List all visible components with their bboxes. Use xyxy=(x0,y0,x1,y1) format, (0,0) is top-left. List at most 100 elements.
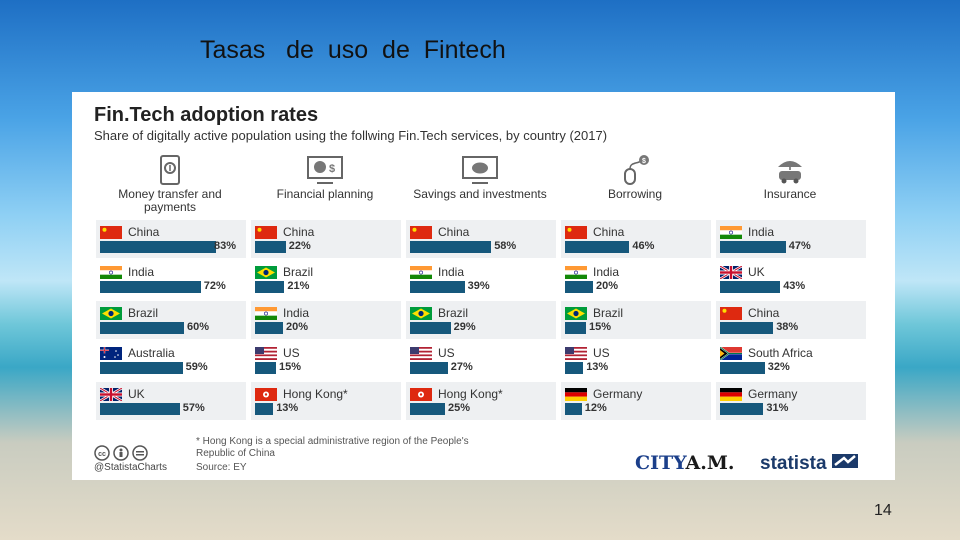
panel-label: Insurance xyxy=(763,187,817,201)
brazil-flag-icon xyxy=(100,306,122,320)
country-label: UK xyxy=(128,386,145,401)
country-label: China xyxy=(438,225,470,239)
country-label: Brazil xyxy=(128,305,159,320)
china-flag-icon xyxy=(410,226,432,239)
umbrella-car-icon xyxy=(778,161,802,184)
india-flag-icon xyxy=(565,266,587,280)
country-label: Germany xyxy=(593,386,643,401)
us-flag-icon xyxy=(255,347,277,361)
panel-header: $ Borrowing xyxy=(559,152,711,218)
value-label: 32% xyxy=(767,361,790,374)
value-label: 38% xyxy=(776,320,799,333)
bar xyxy=(255,321,283,334)
chart-row: China 46% xyxy=(561,220,711,258)
svg-text:cc: cc xyxy=(98,451,106,458)
china-flag-icon xyxy=(565,226,587,239)
us-flag-icon xyxy=(565,347,587,361)
statista-logo-icon xyxy=(831,454,858,468)
chart-subtitle: Share of digitally active population usi… xyxy=(94,128,608,143)
value-label: 29% xyxy=(453,320,476,333)
bar xyxy=(100,402,180,415)
value-label: 47% xyxy=(788,240,811,252)
uk-flag-icon xyxy=(720,266,742,280)
cityam-logo: CITYA.M. xyxy=(635,452,735,474)
value-label: 72% xyxy=(203,280,226,293)
hongkong-flag-icon xyxy=(255,387,277,401)
panel-money-transfer-and-payments: Money transfer and payments China 83% India… xyxy=(94,152,246,420)
chart-row: Brazil 29% xyxy=(406,300,556,339)
value-label: 13% xyxy=(276,401,299,414)
bar xyxy=(565,362,584,375)
chart-row: Australia 59% xyxy=(96,341,246,379)
bar xyxy=(565,241,630,253)
bar xyxy=(255,402,274,415)
hongkong-flag-icon xyxy=(410,387,432,401)
value-label: 43% xyxy=(783,280,806,293)
bar xyxy=(100,281,201,294)
bar xyxy=(100,321,184,334)
chart-row: India 20% xyxy=(561,260,711,298)
chart-row: China 38% xyxy=(716,300,866,339)
chart-title: Fin.Tech adoption rates xyxy=(94,104,319,126)
chart-row: US 27% xyxy=(406,341,556,379)
china-flag-icon xyxy=(720,306,742,320)
india-flag-icon xyxy=(100,266,122,280)
chart-row: Brazil 60% xyxy=(96,300,246,339)
panel-label: Borrowing xyxy=(607,187,663,201)
china-flag-icon xyxy=(100,226,122,239)
china-flag-icon xyxy=(255,226,277,239)
chart-row: Hong Kong* 25% xyxy=(406,381,556,420)
monitor-piechart-icon: $ xyxy=(307,156,343,184)
chart-row: Germany 31% xyxy=(716,381,866,420)
chart-row: US 13% xyxy=(561,341,711,379)
bar xyxy=(565,402,582,415)
country-label: US xyxy=(593,346,610,361)
bar xyxy=(410,362,448,375)
mouse-coin-icon: $ xyxy=(624,155,649,185)
tablet-dollar-icon xyxy=(160,155,180,185)
india-flag-icon xyxy=(410,266,432,280)
monitor-piggybank-icon xyxy=(462,156,498,184)
value-label: 31% xyxy=(766,401,789,414)
country-label: India xyxy=(593,265,620,280)
statista-handle: @StatistaCharts xyxy=(94,462,167,473)
value-label: 39% xyxy=(467,280,490,293)
panel-label: Savings and investments xyxy=(413,187,547,201)
svg-text:$: $ xyxy=(642,158,646,165)
bar xyxy=(720,402,764,415)
country-label: India xyxy=(128,265,155,280)
value-label: 59% xyxy=(185,361,208,374)
uk-flag-icon xyxy=(100,387,122,401)
country-label: Hong Kong* xyxy=(283,386,348,401)
chart-row: South Africa 32% xyxy=(716,341,866,379)
chart-row: Brazil 21% xyxy=(251,260,401,298)
chart-row: China 22% xyxy=(251,220,401,258)
bar xyxy=(410,241,492,253)
india-flag-icon xyxy=(255,306,277,320)
statista-logo: statista xyxy=(760,453,858,475)
svg-text:$: $ xyxy=(329,163,335,175)
country-label: Brazil xyxy=(593,305,624,320)
chart-row: China 83% xyxy=(96,220,246,258)
value-label: 12% xyxy=(584,401,607,414)
panel-borrowing: $ Borrowing China 46% India 20% Brazil 15% US 13%… xyxy=(559,152,711,420)
value-label: 15% xyxy=(589,320,612,333)
bar xyxy=(565,321,586,334)
panel-header: Insurance xyxy=(714,152,866,218)
country-label: Brazil xyxy=(283,265,314,280)
bar xyxy=(720,241,786,253)
country-label: South Africa xyxy=(748,346,813,361)
country-label: US xyxy=(438,346,455,361)
us-flag-icon xyxy=(410,347,432,361)
bar xyxy=(255,241,286,253)
bar xyxy=(410,321,451,334)
panel-header: Money transfer and payments xyxy=(94,152,246,218)
value-label: 58% xyxy=(494,240,517,252)
bar xyxy=(255,362,276,375)
country-label: China xyxy=(593,225,625,239)
country-label: US xyxy=(283,346,300,361)
value-label: 83% xyxy=(214,240,237,252)
value-label: 46% xyxy=(632,240,655,252)
creative-commons-icons: cc xyxy=(94,445,148,461)
panel-financial-planning: $ Financial planning China 22% Brazil 21% Indi… xyxy=(249,152,401,420)
